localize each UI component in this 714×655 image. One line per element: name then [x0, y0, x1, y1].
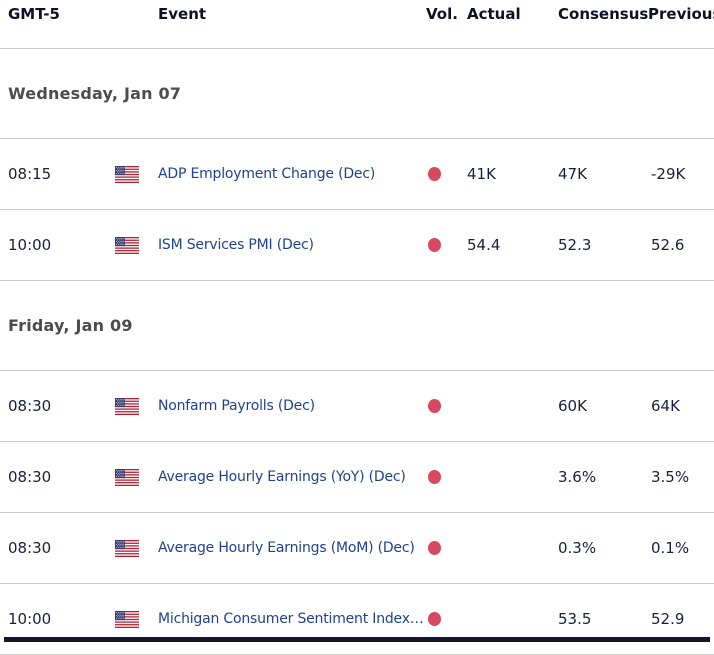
volatility-dot — [428, 541, 441, 555]
vol-cell — [426, 238, 467, 252]
flag-cell — [107, 236, 150, 254]
previous-value: 52.6 — [651, 236, 685, 254]
vol-cell — [426, 541, 467, 555]
vol-cell — [426, 470, 467, 484]
previous-value: 64K — [651, 397, 680, 415]
event-link[interactable]: Average Hourly Earnings (MoM) (Dec) — [158, 540, 415, 556]
us-flag-icon — [115, 610, 139, 628]
consensus-value: 3.6% — [558, 468, 597, 486]
flag-cell — [107, 610, 150, 628]
row-time: 08:30 — [8, 539, 52, 557]
column-header-vol: Vol. — [426, 5, 458, 23]
event-row: 08:30 — [0, 442, 714, 513]
volatility-dot — [428, 167, 441, 181]
consensus-value: 47K — [558, 165, 587, 183]
volatility-dot — [428, 238, 441, 252]
us-flag-icon — [115, 397, 139, 415]
previous-value: 52.9 — [651, 610, 685, 628]
vol-cell — [426, 612, 467, 626]
column-header-actual: Actual — [467, 5, 521, 23]
previous-value: 3.5% — [651, 468, 690, 486]
volatility-dot — [428, 399, 441, 413]
row-time: 10:00 — [8, 236, 52, 254]
bottom-edge-bar — [4, 637, 710, 642]
volatility-dot — [428, 470, 441, 484]
day-header: Friday, Jan 09 — [0, 281, 714, 371]
row-time: 10:00 — [8, 610, 52, 628]
event-row: 08:30 — [0, 513, 714, 584]
day-header: Wednesday, Jan 07 — [0, 49, 714, 139]
us-flag-icon — [115, 165, 139, 183]
actual-value: 54.4 — [467, 236, 501, 254]
column-header-time: GMT-5 — [8, 5, 60, 23]
vol-cell — [426, 399, 467, 413]
row-time: 08:30 — [8, 397, 52, 415]
flag-cell — [107, 539, 150, 557]
vol-cell — [426, 167, 467, 181]
consensus-value: 60K — [558, 397, 587, 415]
event-link[interactable]: ADP Employment Change (Dec) — [158, 166, 376, 182]
event-link[interactable]: ISM Services PMI (Dec) — [158, 237, 314, 253]
event-row: 08:15 — [0, 139, 714, 210]
event-link[interactable]: Average Hourly Earnings (YoY) (Dec) — [158, 469, 406, 485]
us-flag-icon — [115, 539, 139, 557]
day-header-label: Wednesday, Jan 07 — [8, 84, 182, 103]
row-time: 08:15 — [8, 165, 52, 183]
event-row: 10:00 — [0, 584, 714, 655]
event-link[interactable]: Michigan Consumer Sentiment Index… — [158, 611, 424, 627]
actual-value: 41K — [467, 165, 496, 183]
flag-cell — [107, 165, 150, 183]
us-flag-icon — [115, 468, 139, 486]
calendar-body: Wednesday, Jan 07 08:15 — [0, 49, 714, 655]
consensus-value: 52.3 — [558, 236, 592, 254]
consensus-value: 53.5 — [558, 610, 592, 628]
calendar-column-header: GMT-5 Event Vol. Actual Consensus Previo… — [0, 0, 714, 49]
us-flag-icon — [115, 236, 139, 254]
flag-cell — [107, 397, 150, 415]
event-row: 10:00 — [0, 210, 714, 281]
consensus-value: 0.3% — [558, 539, 597, 557]
previous-value: 0.1% — [651, 539, 690, 557]
event-link[interactable]: Nonfarm Payrolls (Dec) — [158, 398, 315, 414]
column-header-consensus: Consensus — [558, 5, 649, 23]
event-row: 08:30 — [0, 371, 714, 442]
row-time: 08:30 — [8, 468, 52, 486]
previous-value: -29K — [651, 165, 686, 183]
column-header-event: Event — [158, 5, 207, 23]
day-header-label: Friday, Jan 09 — [8, 316, 133, 335]
flag-cell — [107, 468, 150, 486]
column-header-previous: Previous — [648, 5, 714, 23]
volatility-dot — [428, 612, 441, 626]
